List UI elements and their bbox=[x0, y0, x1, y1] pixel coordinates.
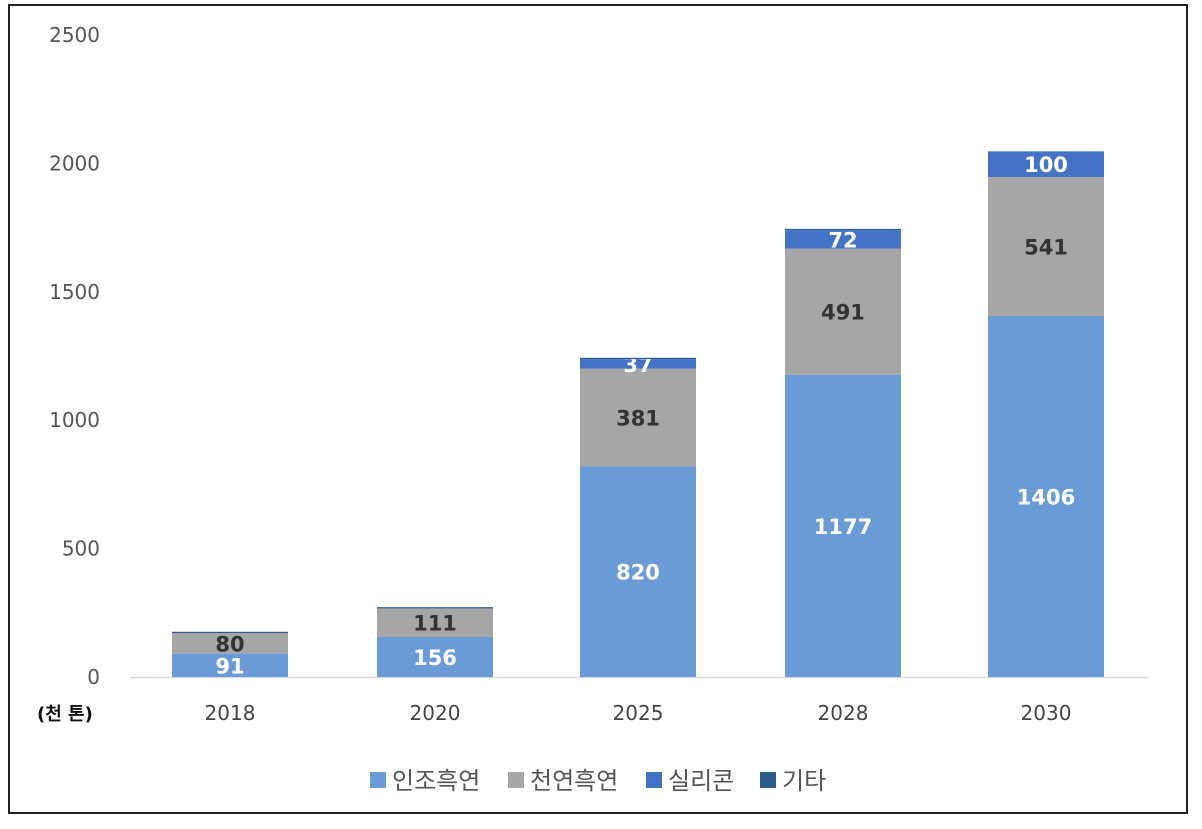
data-label: 156 bbox=[413, 646, 457, 670]
data-label: 111 bbox=[413, 612, 457, 636]
x-tick-label: 2020 bbox=[410, 701, 461, 725]
y-tick-label: 2000 bbox=[49, 151, 100, 175]
bar-segment bbox=[785, 228, 901, 231]
bar-segment bbox=[785, 374, 901, 677]
bar-segment bbox=[580, 466, 696, 677]
bar-segment bbox=[172, 631, 288, 634]
legend-swatch bbox=[508, 772, 524, 788]
bar-segment bbox=[580, 357, 696, 360]
bar-segment bbox=[785, 230, 901, 249]
data-label: 820 bbox=[616, 561, 660, 585]
y-axis-ticks: 0 500 1000 1500 2000 2500 bbox=[49, 23, 100, 689]
legend-label: 천연흑연 bbox=[530, 767, 618, 795]
y-tick-label: 1500 bbox=[49, 280, 100, 304]
bar-segment bbox=[172, 633, 288, 654]
bar-segment bbox=[988, 177, 1104, 316]
bar-segment bbox=[988, 151, 1104, 178]
unit-label: (천 톤) bbox=[37, 704, 93, 725]
bar-segment bbox=[377, 608, 493, 637]
legend-label: 기타 bbox=[782, 767, 826, 795]
x-tick-label: 2025 bbox=[613, 701, 664, 725]
x-tick-label: 2028 bbox=[818, 701, 869, 725]
x-tick-label: 2018 bbox=[205, 701, 256, 725]
bar-segment bbox=[377, 607, 493, 609]
bar-segment bbox=[377, 636, 493, 677]
data-label: 541 bbox=[1024, 235, 1068, 259]
data-label: 381 bbox=[616, 407, 660, 431]
y-tick-label: 1000 bbox=[49, 408, 100, 432]
data-label: 72 bbox=[828, 228, 857, 252]
bar-segment bbox=[580, 368, 696, 467]
legend: 인조흑연 천연흑연 실리콘 기타 bbox=[370, 767, 826, 795]
bar-segment bbox=[988, 315, 1104, 677]
data-label: 1406 bbox=[1017, 485, 1075, 509]
y-tick-label: 0 bbox=[87, 665, 100, 689]
data-label: 37 bbox=[623, 353, 652, 377]
legend-swatch bbox=[646, 772, 662, 788]
legend-swatch bbox=[370, 772, 386, 788]
legend-swatch bbox=[760, 772, 776, 788]
data-label: 80 bbox=[215, 632, 244, 656]
x-tick-label: 2030 bbox=[1021, 701, 1072, 725]
data-label: 1177 bbox=[814, 515, 872, 539]
y-tick-label: 2500 bbox=[49, 23, 100, 47]
bar-segment bbox=[785, 248, 901, 375]
data-label: 91 bbox=[215, 654, 244, 678]
bar-segment bbox=[580, 359, 696, 369]
data-label: 491 bbox=[821, 301, 865, 325]
y-tick-label: 500 bbox=[62, 537, 100, 561]
bar-segment bbox=[172, 653, 288, 677]
x-axis-ticks: 2018 2020 2025 2028 2030 bbox=[205, 701, 1072, 725]
legend-label: 인조흑연 bbox=[392, 767, 480, 795]
legend-label: 실리콘 bbox=[668, 767, 734, 795]
data-label: 100 bbox=[1024, 153, 1068, 177]
